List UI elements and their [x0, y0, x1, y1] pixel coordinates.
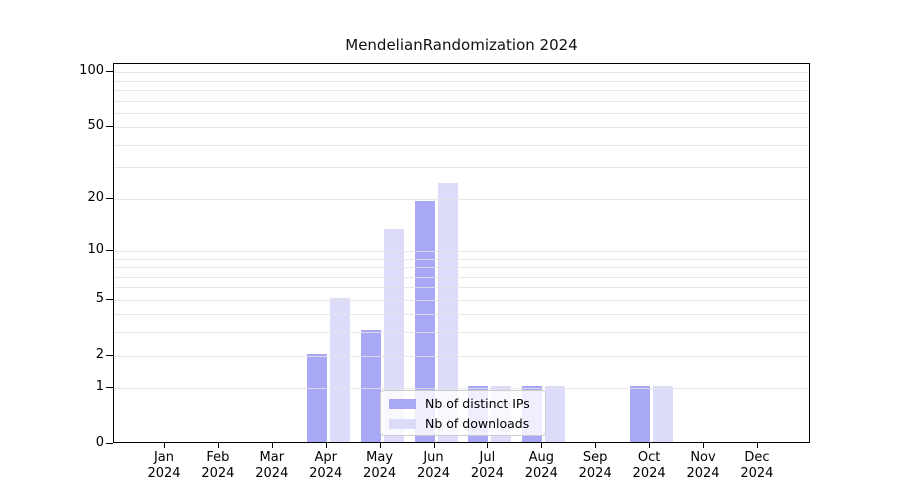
- gridline-4: [114, 314, 809, 316]
- bar-downloads-jun: [437, 182, 458, 442]
- plot-area: [113, 63, 810, 443]
- x-tick-mark-nov: [703, 443, 704, 448]
- x-tick-label-mar: Mar 2024: [255, 450, 289, 481]
- x-tick-mark-jun: [433, 443, 435, 448]
- y-tick-label-1: 1: [95, 379, 104, 395]
- x-tick-mark-jan: [164, 443, 165, 448]
- gridline-7: [114, 276, 809, 278]
- x-tick-mark-oct: [649, 443, 651, 448]
- x-tick-label-jun: Jun 2024: [416, 450, 451, 481]
- gridline-10: [114, 250, 809, 252]
- bar-ips-oct: [630, 386, 651, 442]
- gridline-50: [114, 127, 809, 129]
- y-tick-mark: [106, 197, 113, 199]
- bar-ips-jun: [414, 200, 435, 442]
- legend-swatch-downloads: [389, 418, 416, 429]
- gridline-40: [114, 144, 809, 146]
- legend-item-downloads: Nb of downloads: [389, 416, 537, 431]
- y-tick-label-20: 20: [87, 189, 104, 205]
- x-tick-label-apr: Apr 2024: [309, 450, 343, 481]
- x-tick-label-feb: Feb 2024: [201, 450, 235, 481]
- x-tick-label-sep: Sep 2024: [578, 450, 612, 481]
- x-tick-mark-mar: [271, 443, 273, 448]
- y-tick-mark: [106, 354, 113, 356]
- x-tick-label-nov: Nov 2024: [686, 450, 720, 481]
- gridline-6: [114, 287, 809, 289]
- bar-ips-may: [360, 330, 381, 442]
- gridline-1: [114, 388, 809, 390]
- legend: Nb of distinct IPs Nb of downloads: [380, 390, 546, 436]
- y-tick-mark: [106, 126, 113, 128]
- x-tick-label-aug: Aug 2024: [524, 450, 558, 481]
- legend-item-distinct-ips: Nb of distinct IPs: [389, 396, 537, 411]
- bar-downloads-apr: [329, 297, 350, 442]
- x-tick-mark-jul: [487, 443, 489, 448]
- gridline-8: [114, 267, 809, 269]
- gridline-3: [114, 332, 809, 334]
- gridline-2: [114, 355, 809, 357]
- gridline-90: [114, 80, 809, 82]
- bar-ips-apr: [306, 353, 327, 442]
- x-tick-mark-aug: [541, 443, 543, 448]
- legend-label-distinct-ips: Nb of distinct IPs: [425, 396, 530, 411]
- gridline-100: [114, 72, 809, 74]
- y-tick-label-5: 5: [95, 290, 104, 306]
- legend-label-downloads: Nb of downloads: [425, 416, 530, 431]
- x-tick-mark-feb: [217, 443, 219, 448]
- x-tick-label-may: May 2024: [363, 450, 397, 481]
- x-tick-label-jan: Jan 2024: [147, 450, 181, 481]
- y-tick-label-2: 2: [95, 346, 104, 362]
- y-tick-mark: [106, 298, 113, 300]
- chart-title: MendelianRandomization 2024: [345, 36, 578, 54]
- gridline-60: [114, 112, 809, 114]
- y-tick-mark: [106, 443, 113, 444]
- gridline-80: [114, 90, 809, 92]
- y-tick-mark: [106, 249, 113, 251]
- gridline-20: [114, 198, 809, 200]
- x-tick-mark-dec: [756, 443, 758, 448]
- x-tick-label-jul: Jul 2024: [470, 450, 504, 481]
- gridline-30: [114, 167, 809, 169]
- y-tick-mark: [106, 71, 113, 73]
- legend-swatch-distinct-ips: [389, 398, 416, 409]
- bar-downloads-oct: [653, 386, 674, 442]
- x-tick-mark-may: [379, 443, 381, 448]
- gridline-70: [114, 100, 809, 102]
- y-tick-mark: [106, 387, 113, 389]
- x-tick-mark-apr: [325, 443, 327, 448]
- x-tick-label-oct: Oct 2024: [632, 450, 666, 481]
- x-tick-label-dec: Dec 2024: [740, 450, 774, 481]
- y-tick-label-100: 100: [79, 63, 104, 79]
- gridline-9: [114, 258, 809, 260]
- y-tick-label-10: 10: [87, 241, 104, 257]
- y-tick-label-0: 0: [95, 435, 104, 450]
- bar-downloads-aug: [545, 386, 566, 442]
- gridline-5: [114, 299, 809, 301]
- x-tick-mark-sep: [595, 443, 597, 448]
- y-tick-label-50: 50: [87, 118, 104, 134]
